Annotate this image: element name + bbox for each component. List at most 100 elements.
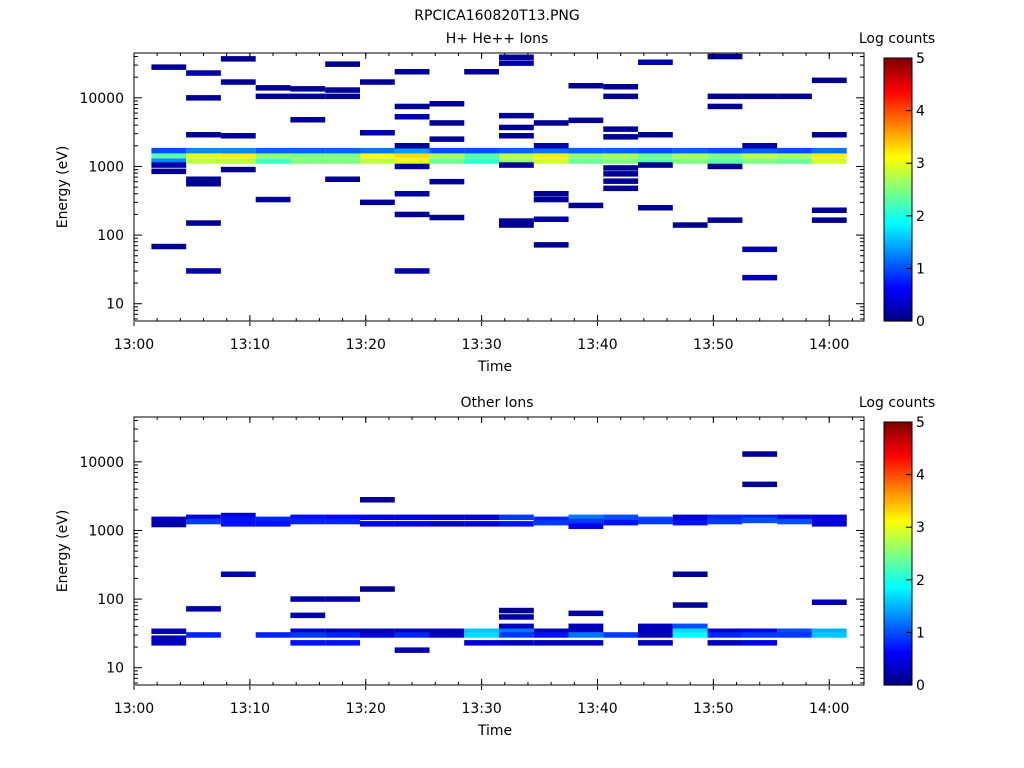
heatmap-cell	[811, 207, 847, 213]
colorbar-segment	[884, 92, 912, 96]
colorbar-segment	[884, 100, 912, 104]
heatmap-cell	[186, 518, 221, 525]
colorbar-segment	[884, 679, 912, 683]
colorbar-segment	[884, 223, 912, 227]
colorbar-segment	[884, 648, 912, 652]
heatmap-cell	[394, 152, 430, 159]
heatmap-cell	[394, 632, 430, 638]
colorbar-segment	[884, 200, 912, 204]
heatmap-cell	[429, 632, 465, 638]
heatmap-cell	[638, 205, 673, 211]
heatmap-cell	[429, 120, 465, 126]
colorbar-tick-label: 3	[916, 156, 925, 172]
colorbar-segment	[884, 474, 912, 478]
heatmap-cell	[360, 497, 395, 503]
colorbar-segment	[884, 257, 912, 262]
heatmap-cell	[499, 640, 534, 646]
colorbar-segment	[884, 113, 912, 117]
heatmap-cell	[533, 158, 569, 164]
colorbar-segment	[884, 234, 912, 238]
colorbar-segment	[884, 242, 912, 246]
heatmap-cell	[533, 516, 569, 523]
colorbar-segment	[884, 677, 912, 681]
heatmap-cell	[499, 623, 534, 630]
heatmap-cell	[742, 152, 778, 159]
heatmap-cell	[568, 523, 604, 529]
colorbar-segment	[884, 215, 912, 220]
heatmap-cell	[220, 152, 256, 159]
heatmap-cell	[464, 632, 499, 638]
heatmap-cell	[360, 632, 395, 638]
heatmap-cell	[707, 640, 743, 646]
heatmap-cell	[533, 640, 569, 646]
heatmap-cell	[777, 514, 812, 521]
heatmap-cell	[499, 632, 534, 638]
heatmap-cell	[394, 103, 430, 110]
heatmap-cell	[360, 130, 395, 136]
colorbar-segment	[884, 139, 912, 143]
heatmap-cell	[811, 217, 847, 223]
colorbar-segment	[884, 102, 912, 106]
colorbar-segment	[884, 595, 912, 599]
x-tick-label: 13:20	[346, 337, 386, 353]
panel-2-x-ticks: 13:00 13:10 13:20 13:30 13:40 13:50 14:00	[114, 417, 853, 717]
colorbar-segment	[884, 613, 912, 618]
colorbar-segment	[884, 110, 912, 114]
heatmap-cell	[394, 69, 430, 75]
colorbar-segment	[884, 629, 912, 633]
colorbar-segment	[884, 529, 912, 534]
colorbar-segment	[884, 236, 912, 241]
heatmap-cell	[220, 166, 256, 173]
heatmap-cell	[499, 147, 534, 154]
colorbar-segment	[884, 632, 912, 636]
heatmap-cell	[394, 628, 430, 634]
heatmap-cell	[707, 158, 743, 164]
colorbar-segment	[884, 165, 912, 170]
colorbar-segment	[884, 653, 912, 657]
heatmap-cell	[394, 514, 430, 521]
panel-1-x-label: Time	[477, 359, 512, 375]
colorbar-segment	[884, 213, 912, 217]
colorbar-segment	[884, 244, 912, 248]
heatmap-cell	[707, 628, 743, 634]
heatmap-cell	[672, 147, 708, 154]
colorbar-segment	[884, 210, 912, 214]
heatmap-cell	[811, 514, 847, 521]
colorbar-segment	[884, 603, 912, 607]
heatmap-cell	[568, 117, 604, 124]
heatmap-cell	[603, 158, 639, 164]
heatmap-cell	[360, 514, 395, 521]
heatmap-cell	[151, 635, 187, 641]
colorbar-segment	[884, 458, 912, 463]
colorbar-segment	[884, 545, 912, 549]
heatmap-cell	[429, 147, 465, 154]
heatmap-cell	[638, 623, 673, 630]
heatmap-cell	[638, 632, 673, 638]
heatmap-cell	[360, 152, 395, 159]
colorbar-segment	[884, 268, 912, 272]
heatmap-cell	[568, 610, 604, 617]
heatmap-cell	[638, 59, 673, 65]
heatmap-cell	[707, 163, 743, 170]
heatmap-cell	[568, 83, 604, 89]
heatmap-cell	[220, 56, 256, 62]
heatmap-cell	[811, 632, 847, 638]
heatmap-cell	[464, 158, 499, 164]
panel-1-colorbar-label: Log counts	[859, 31, 935, 47]
heatmap-cell	[360, 628, 395, 634]
colorbar-segment	[884, 247, 912, 251]
colorbar-segment	[884, 218, 912, 222]
x-tick-label: 13:40	[577, 701, 617, 717]
heatmap-cell	[533, 242, 569, 248]
heatmap-cell	[186, 152, 221, 159]
heatmap-cell	[464, 514, 499, 521]
heatmap-cell	[360, 586, 395, 592]
heatmap-cell	[290, 632, 326, 638]
heatmap-cell	[499, 521, 534, 527]
heatmap-cell	[186, 220, 221, 226]
heatmap-cell	[290, 640, 326, 646]
colorbar-segment	[884, 118, 912, 122]
colorbar-segment	[884, 487, 912, 491]
colorbar-segment	[884, 669, 912, 673]
colorbar-segment	[884, 508, 912, 513]
